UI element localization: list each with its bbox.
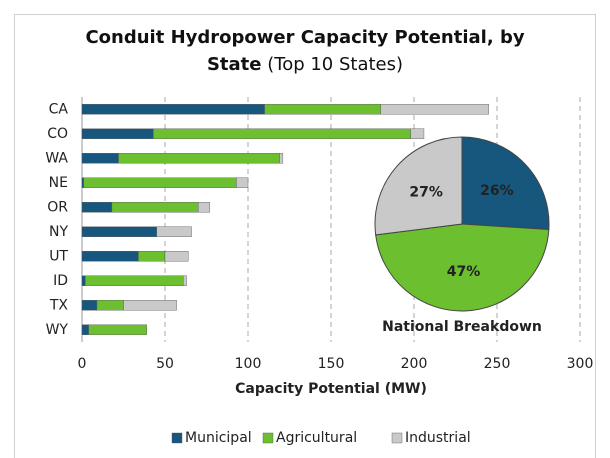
bar-segment <box>111 202 199 213</box>
chart-frame <box>14 14 596 458</box>
bar-segment <box>85 275 184 286</box>
y-tick-label: OR <box>47 199 68 215</box>
y-tick-label: NE <box>49 175 68 191</box>
bar-segment <box>81 128 154 139</box>
x-tick-label: 50 <box>156 356 174 372</box>
bar-segment <box>236 177 249 188</box>
bar-segment <box>410 128 425 139</box>
y-tick-label: CO <box>47 126 68 142</box>
pie-label: 27% <box>409 184 443 200</box>
legend-label: Municipal <box>185 430 252 446</box>
x-axis-label: Capacity Potential (MW) <box>235 381 427 397</box>
y-tick-label: ID <box>53 273 68 289</box>
bar-segment <box>164 251 189 262</box>
bar-segment <box>279 153 284 164</box>
bar-segment <box>81 226 157 237</box>
y-tick-label: CA <box>49 101 69 117</box>
y-tick-label: WA <box>45 150 68 166</box>
pie-slice <box>375 223 550 312</box>
x-tick-label: 200 <box>401 356 428 372</box>
pie-label: 47% <box>447 264 481 280</box>
bar-segment <box>183 275 187 286</box>
bar-segment <box>118 153 280 164</box>
bar-segment <box>96 300 124 311</box>
bar-segment <box>197 202 211 213</box>
y-tick-label: NY <box>49 224 68 240</box>
y-tick-label: TX <box>49 297 69 313</box>
bar-segment <box>156 226 192 237</box>
pie-title: National Breakdown <box>382 319 542 335</box>
bar-segment <box>81 202 113 213</box>
bar-segment <box>81 324 89 335</box>
legend-swatch <box>391 432 403 444</box>
bar-segment <box>138 251 166 262</box>
chart-subtitle: (Top 10 States) <box>267 54 404 75</box>
pie-label: 26% <box>480 183 514 199</box>
bar-segment <box>123 300 177 311</box>
chart-title: Conduit Hydropower Capacity Potential, b… <box>85 27 525 75</box>
bar-segment <box>81 300 98 311</box>
legend-swatch <box>262 432 274 444</box>
x-tick-label: 0 <box>78 356 87 372</box>
bar-segment <box>264 104 382 115</box>
bar-segment <box>81 275 86 286</box>
bar-segment <box>83 177 237 188</box>
x-tick-label: 250 <box>484 356 511 372</box>
bar-segment <box>81 153 119 164</box>
pie-slice <box>461 136 550 230</box>
bar-segment <box>81 251 139 262</box>
y-tick-label: WY <box>46 322 69 338</box>
x-tick-label: 300 <box>567 356 594 372</box>
x-tick-label: 100 <box>235 356 262 372</box>
bar-segment <box>81 104 265 115</box>
bar-segment <box>88 324 147 335</box>
legend-label: Agricultural <box>276 430 357 446</box>
x-tick-label: 150 <box>318 356 345 372</box>
legend-swatch <box>171 432 183 444</box>
chart-title-block: Conduit Hydropower Capacity Potential, b… <box>80 24 530 78</box>
y-tick-label: UT <box>49 248 68 264</box>
legend-label: Industrial <box>405 430 471 446</box>
pie-slice <box>374 136 463 236</box>
bar-segment <box>81 177 84 188</box>
bar-segment <box>153 128 411 139</box>
bar-segment <box>380 104 489 115</box>
